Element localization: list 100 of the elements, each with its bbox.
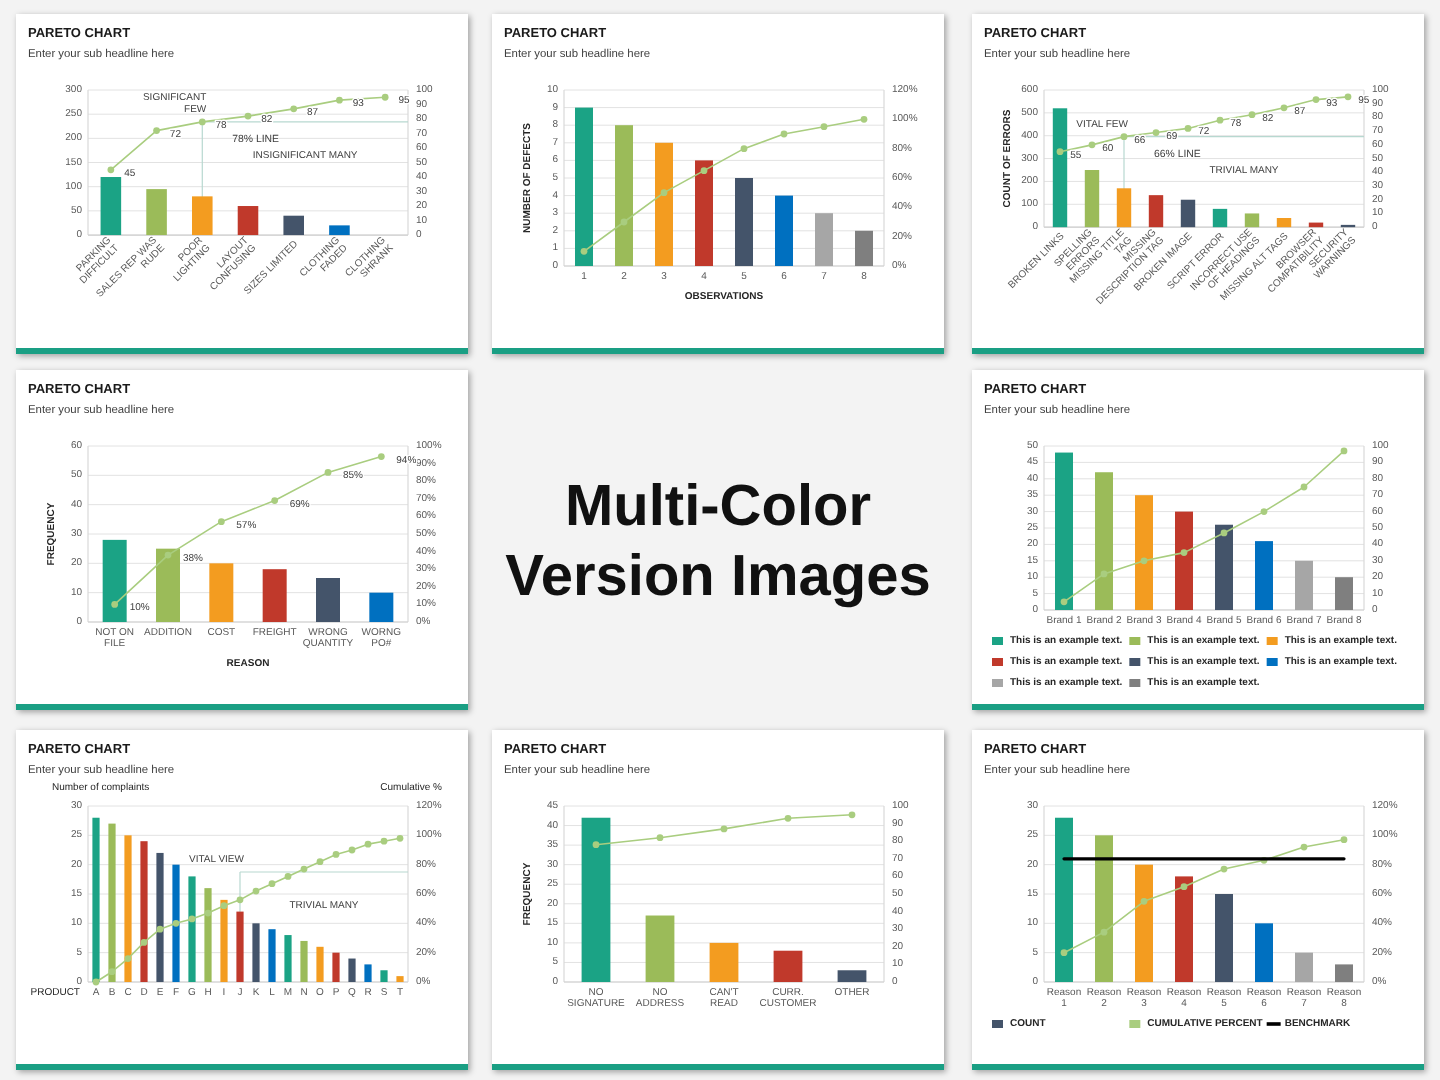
point (1300, 843, 1308, 851)
bar (775, 195, 793, 266)
bar (209, 563, 234, 622)
point (1340, 447, 1348, 455)
bar (1244, 213, 1260, 228)
bar (332, 952, 340, 982)
point (720, 825, 728, 833)
point (1340, 836, 1348, 844)
point (1088, 141, 1096, 149)
point (236, 896, 244, 904)
bar (1095, 835, 1113, 982)
bar (1212, 208, 1228, 228)
bar (124, 835, 132, 982)
point (784, 814, 792, 822)
point (592, 841, 600, 849)
bar (172, 864, 180, 982)
bar (316, 578, 340, 622)
bar (575, 107, 593, 266)
point (1140, 897, 1148, 905)
bar (1295, 952, 1313, 982)
bar (1180, 199, 1196, 228)
point (380, 837, 388, 845)
point (1280, 104, 1288, 112)
point (204, 909, 212, 917)
point (1216, 116, 1224, 124)
point (1184, 125, 1192, 132)
point (300, 865, 308, 873)
bar (1276, 218, 1292, 228)
bar (695, 160, 713, 266)
point (153, 127, 160, 134)
point (156, 925, 164, 933)
point (364, 840, 372, 848)
bar (645, 915, 675, 982)
bar (380, 970, 388, 982)
point (244, 112, 252, 120)
point (740, 145, 748, 153)
point (1140, 557, 1148, 565)
point (381, 93, 389, 101)
bar (1148, 195, 1164, 228)
bar (855, 230, 873, 266)
bar (1052, 108, 1068, 228)
bar (300, 940, 308, 982)
bar (1135, 864, 1153, 982)
bar (316, 946, 324, 982)
point (217, 518, 225, 526)
point (1120, 133, 1128, 141)
bar (188, 876, 196, 982)
point (1180, 549, 1188, 556)
point (108, 968, 116, 976)
point (656, 834, 664, 842)
point (348, 846, 356, 854)
bar (396, 976, 404, 982)
bar (709, 942, 739, 982)
point (316, 858, 324, 866)
point (198, 118, 206, 126)
point (107, 166, 115, 174)
bar (1255, 923, 1273, 982)
point (140, 939, 148, 946)
bar (283, 215, 304, 236)
point (377, 453, 385, 460)
bar (1084, 170, 1100, 228)
bar (140, 841, 148, 982)
point (324, 469, 332, 476)
point (1344, 93, 1352, 101)
point (172, 919, 180, 927)
bar (348, 958, 356, 982)
point (580, 247, 588, 255)
bar (146, 189, 167, 236)
bar (192, 196, 213, 236)
point (620, 218, 628, 226)
point (332, 851, 340, 858)
bar (262, 569, 287, 622)
bar (364, 964, 372, 982)
point (1260, 508, 1268, 515)
bar (735, 178, 753, 266)
bar (92, 817, 100, 982)
bar (815, 213, 833, 266)
bar (1215, 894, 1233, 982)
point (268, 880, 276, 888)
bar (329, 225, 350, 236)
point (780, 130, 788, 138)
point (1300, 483, 1308, 491)
point (1060, 949, 1068, 957)
point (92, 978, 100, 986)
bar (156, 852, 164, 982)
point (1180, 883, 1188, 891)
point (188, 915, 196, 923)
point (1100, 570, 1108, 578)
point (1056, 148, 1064, 156)
point (1220, 529, 1228, 537)
bar (236, 911, 244, 982)
point (820, 123, 828, 131)
point (660, 189, 668, 197)
point (284, 873, 292, 880)
point (396, 834, 404, 842)
bar (220, 899, 228, 982)
bar (156, 548, 180, 622)
bar (204, 888, 212, 982)
bar (1175, 876, 1193, 982)
point (1220, 865, 1228, 873)
